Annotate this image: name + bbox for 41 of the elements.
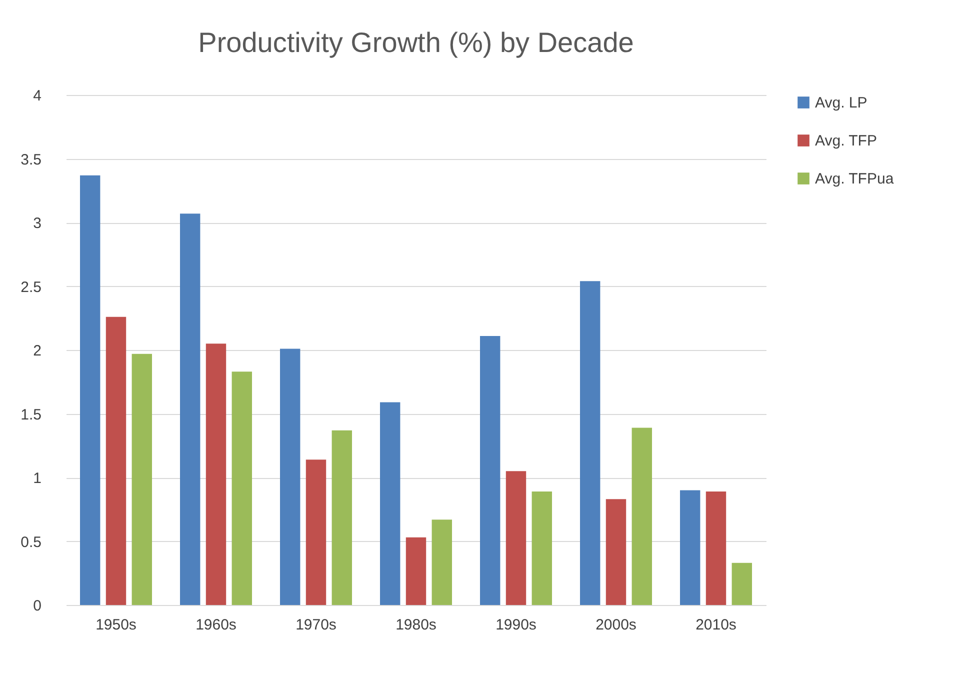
bar — [480, 336, 500, 605]
bar — [180, 214, 200, 605]
x-tick-label: 2000s — [596, 616, 636, 634]
bar — [680, 490, 700, 605]
chart-title: Productivity Growth (%) by Decade — [198, 27, 634, 58]
legend-label: Avg. TFPua — [815, 170, 894, 188]
bar — [406, 537, 426, 605]
bar — [232, 372, 252, 605]
x-tick-label: 1950s — [96, 616, 136, 634]
bar — [580, 281, 600, 605]
x-tick-label: 1960s — [196, 616, 236, 634]
bar — [132, 354, 152, 605]
bar — [332, 430, 352, 605]
legend-label: Avg. LP — [815, 94, 868, 112]
bar — [432, 520, 452, 605]
legend-label: Avg. TFP — [815, 132, 877, 150]
y-tick-label: 1.5 — [20, 406, 42, 424]
bar — [206, 344, 226, 605]
x-tick-label: 1980s — [396, 616, 436, 634]
y-tick-label: 2 — [33, 342, 42, 360]
y-tick-label: 1 — [33, 470, 42, 487]
y-tick-label: 3.5 — [20, 151, 42, 168]
bar — [606, 499, 626, 605]
bar — [632, 428, 652, 605]
bar — [706, 492, 726, 605]
bar — [732, 562, 752, 605]
bar — [80, 175, 100, 605]
y-tick-label: 4 — [33, 88, 42, 104]
y-tick-label: 2.5 — [20, 278, 42, 296]
bar — [106, 316, 126, 605]
bar — [532, 492, 552, 605]
bar — [306, 460, 326, 605]
bar — [280, 348, 300, 605]
bar — [380, 402, 400, 605]
x-tick-label: 2010s — [696, 616, 736, 634]
x-tick-label: 1990s — [496, 616, 536, 634]
y-tick-label: 0 — [33, 598, 42, 614]
x-tick-label: 1970s — [296, 616, 336, 634]
y-tick-label: 0.5 — [20, 534, 42, 551]
bar — [506, 471, 526, 605]
y-tick-label: 3 — [33, 215, 42, 232]
